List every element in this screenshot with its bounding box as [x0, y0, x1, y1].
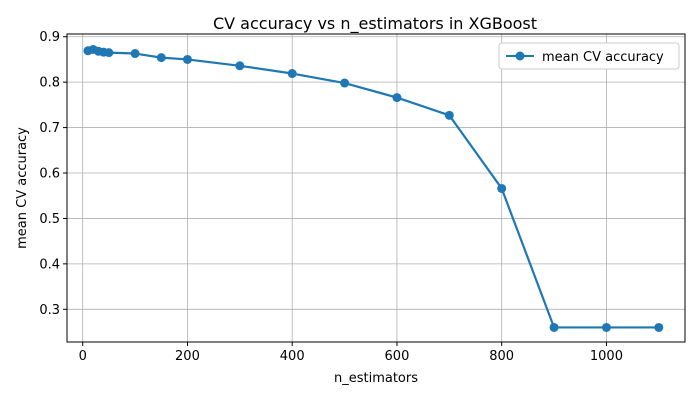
data-point — [340, 78, 350, 88]
x-tick-label: 0 — [79, 349, 87, 364]
legend-label: mean CV accuracy — [542, 50, 664, 65]
plot-frame — [66, 33, 686, 343]
chart-title: CV accuracy vs n_estimators in XGBoost — [213, 14, 537, 34]
data-point — [444, 110, 454, 120]
data-point — [235, 61, 245, 71]
y-tick-label: 0.4 — [39, 257, 60, 272]
x-tick-label: 600 — [385, 349, 410, 364]
y-tick-label: 0.5 — [39, 212, 60, 227]
axis-ticks: 0 200 400 600 800 1000 0.3 0.4 0.5 0.6 0.7 0.8 0.9 — [39, 30, 623, 364]
data-point — [392, 93, 402, 103]
plot-area — [83, 44, 664, 332]
x-tick-label: 1000 — [590, 349, 623, 364]
y-tick-label: 0.3 — [39, 303, 60, 318]
data-point — [654, 322, 664, 332]
legend: mean CV accuracy — [498, 42, 680, 70]
data-point — [497, 183, 507, 193]
x-tick-label: 800 — [489, 349, 514, 364]
data-point — [601, 322, 611, 332]
data-point — [287, 69, 297, 79]
data-point — [549, 322, 559, 332]
x-tick-label: 400 — [280, 349, 305, 364]
y-tick-label: 0.7 — [39, 121, 60, 136]
data-point — [156, 53, 166, 63]
data-point — [104, 48, 114, 58]
data-point — [130, 49, 140, 59]
legend-box — [498, 42, 680, 70]
y-tick-label: 0.8 — [39, 76, 60, 91]
x-tick-label: 200 — [175, 349, 200, 364]
series-line — [87, 48, 659, 329]
y-axis-label: mean CV accuracy — [15, 127, 30, 249]
data-point — [182, 54, 192, 64]
y-tick-label: 0.9 — [39, 30, 60, 45]
grid — [67, 34, 685, 342]
legend-marker-swatch — [515, 51, 525, 61]
y-tick-label: 0.6 — [39, 167, 60, 182]
x-axis-label: n_estimators — [334, 371, 418, 386]
